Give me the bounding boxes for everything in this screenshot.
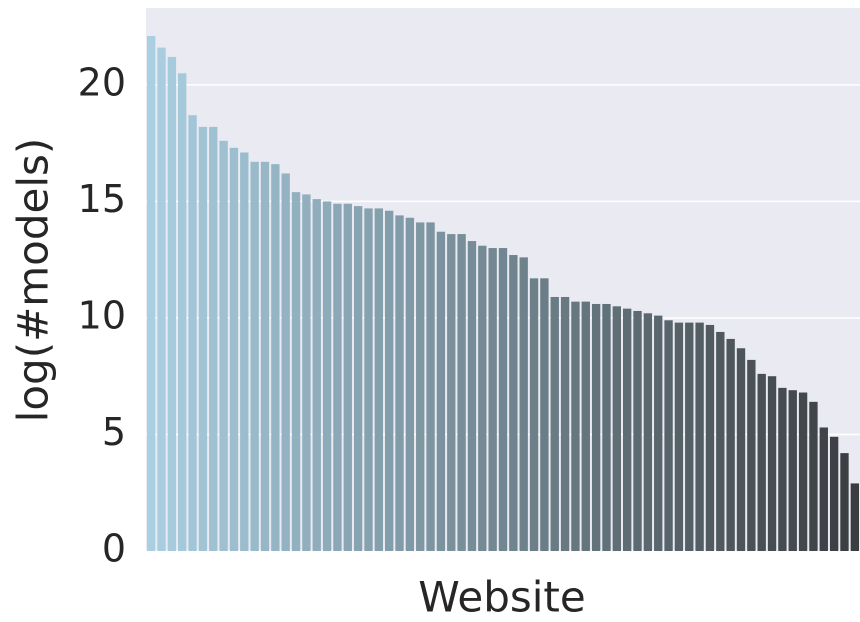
bar	[509, 255, 518, 552]
bar	[157, 47, 166, 551]
bar	[529, 278, 539, 551]
bar	[188, 115, 197, 551]
bar	[374, 208, 383, 551]
bar	[447, 234, 456, 552]
bar	[798, 392, 808, 551]
bar	[540, 278, 549, 551]
bar	[829, 436, 839, 551]
bar	[405, 217, 415, 551]
bar	[602, 303, 611, 551]
bar	[426, 222, 435, 551]
x-axis-label: Website	[418, 573, 585, 622]
bar	[478, 245, 487, 551]
bar	[747, 359, 756, 551]
y-tick-label: 15	[78, 177, 126, 221]
bar	[395, 215, 404, 551]
bar	[364, 208, 373, 551]
bar	[623, 308, 632, 551]
bar	[716, 331, 725, 551]
bar	[612, 306, 621, 551]
bar	[260, 161, 270, 551]
y-tick-label: 5	[102, 410, 126, 454]
bar	[240, 152, 249, 552]
bars	[147, 35, 859, 552]
bar	[312, 199, 321, 552]
bar	[498, 248, 508, 551]
bar	[209, 126, 218, 552]
bar	[436, 231, 446, 551]
bar	[519, 257, 528, 551]
bar	[643, 313, 653, 551]
bar	[736, 348, 746, 551]
bar	[322, 201, 332, 551]
bar	[705, 324, 715, 551]
bar	[198, 126, 208, 552]
bar	[560, 296, 570, 551]
bar	[778, 387, 787, 551]
bar	[178, 73, 187, 551]
bar	[850, 483, 859, 551]
bar	[591, 303, 601, 551]
bar	[385, 210, 394, 551]
bar	[416, 222, 425, 551]
bar	[819, 427, 828, 551]
bar	[571, 301, 580, 551]
bar	[167, 56, 177, 552]
bar	[457, 234, 466, 552]
bar	[726, 338, 735, 551]
bar	[840, 453, 849, 551]
bar	[633, 310, 642, 551]
bar	[685, 322, 694, 551]
bar	[695, 322, 704, 551]
y-axis-label: log(#models)	[9, 138, 58, 423]
bar	[229, 147, 239, 552]
bar	[219, 140, 228, 551]
bar	[809, 401, 818, 551]
bar	[674, 322, 684, 551]
bar	[333, 203, 342, 552]
bar	[467, 241, 477, 551]
bar	[581, 301, 590, 551]
bar	[353, 206, 363, 551]
bar	[343, 203, 352, 552]
bar	[767, 376, 777, 551]
bar	[550, 296, 559, 551]
bar	[488, 248, 497, 551]
bar	[281, 173, 290, 552]
bar	[302, 194, 311, 551]
bar	[757, 373, 766, 551]
y-tick-label: 20	[78, 60, 126, 104]
y-tick-label: 0	[102, 527, 126, 571]
bar	[664, 320, 673, 551]
bar	[291, 192, 301, 551]
y-tick-label: 10	[78, 293, 126, 337]
bar	[147, 35, 156, 552]
bar	[250, 161, 259, 551]
bar	[788, 390, 797, 551]
bar	[271, 164, 280, 551]
bar	[654, 315, 663, 551]
